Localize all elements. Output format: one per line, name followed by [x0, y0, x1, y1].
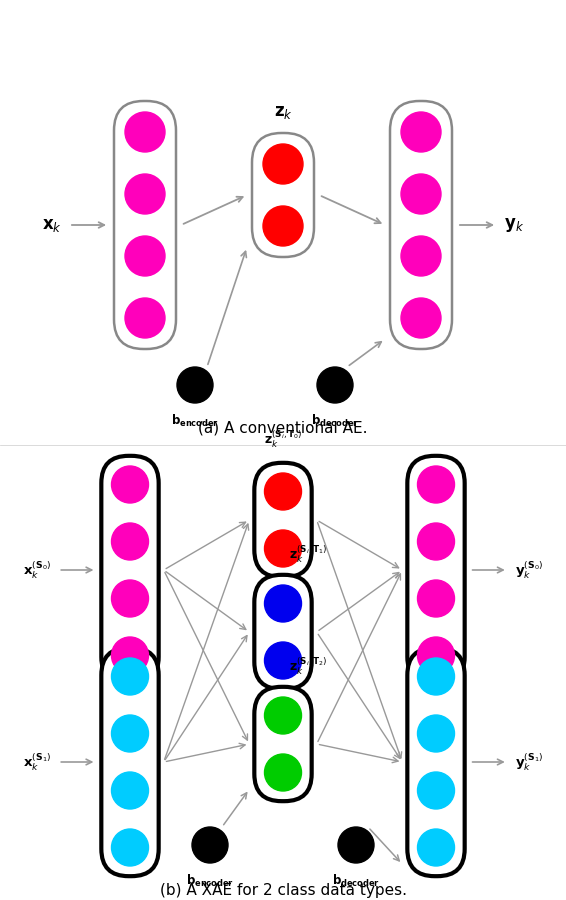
Text: $\mathbf{z}_k^{(\mathbf{S}_i,\mathbf{T}_0)}$: $\mathbf{z}_k^{(\mathbf{S}_i,\mathbf{T}_…: [264, 428, 302, 450]
Text: $\mathbf{x}_k^{(\mathbf{S}_0)}$: $\mathbf{x}_k^{(\mathbf{S}_0)}$: [23, 560, 52, 580]
Circle shape: [264, 697, 302, 734]
Circle shape: [112, 715, 148, 752]
Circle shape: [418, 829, 454, 866]
Circle shape: [125, 174, 165, 214]
Circle shape: [264, 530, 302, 567]
Circle shape: [112, 829, 148, 866]
Circle shape: [401, 112, 441, 152]
Text: $\mathbf{x}_k$: $\mathbf{x}_k$: [42, 216, 62, 234]
Text: $\mathbf{x}_k^{(\mathbf{S}_1)}$: $\mathbf{x}_k^{(\mathbf{S}_1)}$: [23, 752, 52, 772]
Text: $\mathbf{y}_k^{(\mathbf{S}_0)}$: $\mathbf{y}_k^{(\mathbf{S}_0)}$: [514, 560, 543, 580]
Text: $\mathbf{z}_k^{(\mathbf{S}_i,\mathbf{T}_1)}$: $\mathbf{z}_k^{(\mathbf{S}_i,\mathbf{T}_…: [289, 544, 327, 565]
Circle shape: [112, 580, 148, 617]
Circle shape: [125, 236, 165, 276]
FancyBboxPatch shape: [101, 455, 158, 684]
Text: $\mathbf{z}_k^{(\mathbf{S}_i,\mathbf{T}_2)}$: $\mathbf{z}_k^{(\mathbf{S}_i,\mathbf{T}_…: [289, 656, 327, 677]
Circle shape: [418, 715, 454, 752]
Circle shape: [112, 658, 148, 695]
Circle shape: [177, 367, 213, 403]
Circle shape: [112, 772, 148, 809]
Circle shape: [418, 523, 454, 560]
Text: (a) A conventional AE.: (a) A conventional AE.: [198, 420, 368, 435]
Circle shape: [338, 827, 374, 863]
Circle shape: [418, 637, 454, 674]
Text: $\mathbf{z}_k$: $\mathbf{z}_k$: [273, 103, 293, 121]
FancyBboxPatch shape: [101, 648, 158, 877]
Circle shape: [418, 466, 454, 503]
FancyBboxPatch shape: [408, 648, 465, 877]
Circle shape: [401, 298, 441, 338]
Circle shape: [317, 367, 353, 403]
Circle shape: [264, 754, 302, 791]
Circle shape: [125, 298, 165, 338]
Text: $\mathbf{b}_{\mathbf{decoder}}$: $\mathbf{b}_{\mathbf{decoder}}$: [311, 413, 359, 429]
Text: $\mathbf{b}_{\mathbf{encoder}}$: $\mathbf{b}_{\mathbf{encoder}}$: [171, 413, 219, 429]
Circle shape: [125, 112, 165, 152]
Circle shape: [401, 174, 441, 214]
Circle shape: [263, 144, 303, 184]
FancyBboxPatch shape: [114, 101, 176, 349]
Circle shape: [112, 523, 148, 560]
Circle shape: [263, 206, 303, 246]
FancyBboxPatch shape: [254, 463, 312, 577]
FancyBboxPatch shape: [408, 455, 465, 684]
FancyBboxPatch shape: [252, 133, 314, 257]
Circle shape: [418, 772, 454, 809]
Circle shape: [418, 658, 454, 695]
Text: $\mathbf{b}_{\mathbf{encoder}}$: $\mathbf{b}_{\mathbf{encoder}}$: [186, 873, 234, 889]
Circle shape: [112, 637, 148, 674]
FancyBboxPatch shape: [254, 687, 312, 801]
Circle shape: [418, 580, 454, 617]
FancyBboxPatch shape: [254, 575, 312, 689]
Text: (b) A XAE for 2 class data types.: (b) A XAE for 2 class data types.: [160, 883, 406, 898]
Text: $\mathbf{b}_{\mathbf{decoder}}$: $\mathbf{b}_{\mathbf{decoder}}$: [332, 873, 380, 889]
Circle shape: [264, 585, 302, 622]
Circle shape: [112, 466, 148, 503]
Circle shape: [264, 473, 302, 510]
FancyBboxPatch shape: [390, 101, 452, 349]
Circle shape: [192, 827, 228, 863]
Text: $\mathbf{y}_k$: $\mathbf{y}_k$: [504, 216, 524, 234]
Circle shape: [401, 236, 441, 276]
Text: $\mathbf{y}_k^{(\mathbf{S}_1)}$: $\mathbf{y}_k^{(\mathbf{S}_1)}$: [514, 752, 543, 772]
Circle shape: [264, 642, 302, 679]
